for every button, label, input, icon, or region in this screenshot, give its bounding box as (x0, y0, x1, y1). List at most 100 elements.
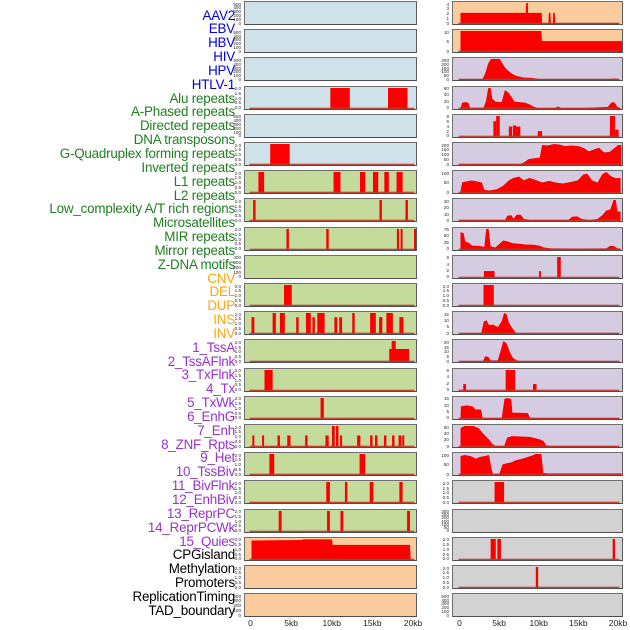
track-label-8_ZNF_Rpts: 8_ZNF_Rpts (161, 436, 235, 452)
y-tick: 1.0 (442, 546, 449, 552)
y-tick: 0 (446, 105, 449, 111)
signal-bar (336, 426, 339, 447)
track-label-Alu repeats: Alu repeats (169, 90, 235, 106)
track-plot-HBV (244, 57, 417, 82)
y-tick: 0 (446, 471, 449, 477)
y-tick: 0.5 (234, 354, 241, 360)
y-tick: 2.0 (234, 227, 241, 233)
track-plot-HPV (244, 113, 417, 138)
signal-baseline (458, 417, 620, 419)
signal-bar (339, 317, 343, 335)
y-tick: 8 (446, 114, 449, 120)
track-label-AAV2: AAV2 (202, 7, 236, 23)
x-axis-label-right: 0 (457, 618, 462, 628)
y-tick: 0.5 (234, 466, 241, 472)
y-tick: 75 (443, 227, 449, 233)
y-tick: 15 (443, 344, 449, 350)
y-tick: 1.5 (234, 90, 241, 96)
y-tick: 0 (446, 443, 449, 449)
y-tick: 100 (233, 73, 241, 79)
signal-baseline (458, 276, 620, 278)
track-plot-Low_complexity A/T rich regions (244, 395, 417, 420)
signal-baseline (458, 389, 620, 391)
track-label-11_BivFlnk: 11_BivFlnk (171, 478, 235, 494)
y-tick: 300 (233, 260, 241, 266)
signal-bar (494, 482, 505, 504)
signal-area (460, 144, 622, 165)
track-label-2_TssAFlnk: 2_TssAFlnk (167, 353, 235, 369)
y-tick: 400 (233, 255, 241, 261)
y-tick: 0.5 (234, 184, 241, 190)
y-tick: 1.5 (234, 513, 241, 519)
y-tick: 0 (446, 330, 449, 336)
track-plot-Microsatellites (244, 424, 417, 448)
signal-baseline (458, 163, 620, 165)
signal-bar (533, 383, 537, 391)
y-tick: 0 (238, 274, 241, 280)
y-tick: 400 (233, 5, 241, 11)
y-tick: 0 (446, 415, 449, 421)
y-tick: 100 (441, 69, 449, 75)
signal-bar (496, 115, 500, 137)
signal-bar (330, 87, 350, 109)
y-tick: 400 (233, 61, 241, 67)
signal-baseline (249, 163, 415, 165)
y-tick: 1.0 (442, 575, 449, 580)
y-tick: 0.0 (234, 584, 241, 590)
track-plot-3_TxFlnk (452, 113, 623, 138)
y-tick: 250 (441, 512, 449, 518)
y-tick: 200 (441, 605, 449, 611)
y-tick: 400 (233, 33, 241, 39)
signal-bar (399, 317, 404, 335)
y-tick: 1.0 (442, 490, 449, 496)
y-tick: 1.0 (234, 462, 241, 468)
y-tick: 1.5 (234, 542, 241, 548)
signal-bar (391, 341, 396, 363)
signal-baseline (458, 586, 620, 588)
y-tick: 2.0 (234, 396, 241, 402)
y-tick: 150 (441, 65, 449, 71)
y-tick: 0.0 (442, 584, 449, 590)
y-tick: 0 (446, 76, 449, 82)
y-tick: 0.5 (234, 156, 241, 162)
signal-baseline (249, 473, 415, 476)
y-tick: 200 (233, 264, 241, 270)
track-label-DUP: DUP (207, 298, 235, 314)
y-tick: 300 (441, 601, 449, 607)
y-tick: 1.5 (442, 570, 449, 576)
signal-bar (359, 172, 366, 194)
y-tick: 0.0 (442, 556, 449, 562)
y-tick: 25 (443, 239, 449, 245)
signal-area (460, 3, 619, 24)
signal-bar (612, 538, 616, 560)
signal-bar (326, 482, 330, 504)
track-plot-14_ReprPCWk (452, 424, 623, 448)
track-plot-DUP (244, 593, 417, 618)
signal-area (460, 426, 619, 447)
y-tick: 100 (233, 129, 241, 135)
track-label-G-Quadruplex forming repeats: G-Quadruplex forming repeats (59, 146, 235, 161)
signal-bar (305, 313, 311, 335)
signal-area (460, 228, 621, 250)
y-tick: 1 (446, 15, 449, 21)
signal-baseline (458, 332, 620, 335)
y-tick: 100 (441, 152, 449, 157)
x-axis-label-left: 10kb (322, 618, 341, 628)
y-tick: 300 (233, 65, 241, 71)
y-tick: 300 (233, 9, 241, 15)
signal-bar (538, 270, 541, 278)
signal-baseline (458, 361, 620, 363)
y-tick: 0 (446, 358, 449, 364)
y-tick: 0 (446, 246, 449, 252)
y-tick: 0.0 (234, 246, 241, 252)
signal-bar (305, 435, 308, 447)
signal-baseline (458, 304, 620, 306)
track-plot-INV (452, 29, 623, 54)
track-plot-ReplicationTiming (452, 565, 623, 589)
signal-bar (505, 369, 516, 391)
y-tick: 0.0 (234, 105, 241, 111)
y-tick: 500 (441, 593, 449, 599)
track-plot-TAD_boundary (452, 593, 623, 618)
track-plot-Alu repeats (244, 170, 417, 195)
y-tick: 200 (441, 142, 449, 148)
